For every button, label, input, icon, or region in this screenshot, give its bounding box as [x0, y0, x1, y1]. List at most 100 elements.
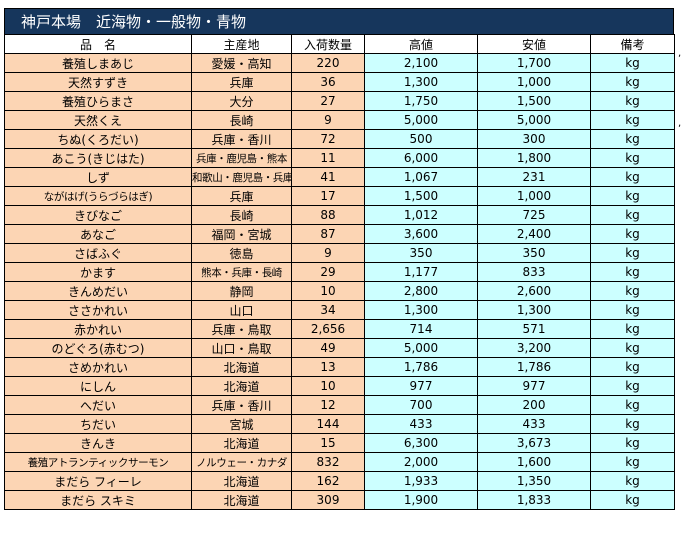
table-row: さめかれい 北海道 13 1,786 1,786 kg	[4, 357, 675, 377]
cell-origin: 福岡・宮城	[191, 224, 292, 244]
table-row: 天然くえ 長崎 9 5,000 5,000 kg	[4, 110, 675, 130]
cell-qty: 88	[291, 205, 365, 225]
cell-origin: 愛媛・高知	[191, 53, 292, 73]
cell-origin: 熊本・兵庫・長崎	[191, 262, 292, 282]
cell-low: 1,500	[477, 91, 591, 111]
cell-low: 3,200	[477, 338, 591, 358]
cell-high: 1,300	[364, 72, 478, 92]
cell-unit: kg	[590, 395, 675, 415]
cell-high: 1,177	[364, 262, 478, 282]
cell-name: しず	[4, 167, 192, 187]
price-sheet: 神戸本場 近海物・一般物・青物 品 名 主産地 入荷数量 高値 安値 備考 養殖…	[4, 8, 675, 510]
table-row: まだら スキミ 北海道 309 1,900 1,833 kg	[4, 490, 675, 510]
table-row: のどぐろ(赤むつ) 山口・鳥取 49 5,000 3,200 kg	[4, 338, 675, 358]
cell-unit: kg	[590, 262, 675, 282]
cell-name: あこう(きじはた)	[4, 148, 192, 168]
cell-high: 1,500	[364, 186, 478, 206]
table-row: まだら フィーレ 北海道 162 1,933 1,350 kg	[4, 471, 675, 491]
cell-name: きんき	[4, 433, 192, 453]
cell-name: へだい	[4, 395, 192, 415]
cell-origin: 静岡	[191, 281, 292, 301]
cell-origin: 長崎	[191, 205, 292, 225]
cell-unit: kg	[590, 91, 675, 111]
cell-qty: 309	[291, 490, 365, 510]
table-row: きびなご 長崎 88 1,012 725 kg	[4, 205, 675, 225]
cell-name: のどぐろ(赤むつ)	[4, 338, 192, 358]
cell-origin: 北海道	[191, 490, 292, 510]
cell-low: 200	[477, 395, 591, 415]
header-high: 高値	[364, 34, 478, 54]
cell-unit: kg	[590, 471, 675, 491]
cell-unit: kg	[590, 148, 675, 168]
cell-qty: 2,656	[291, 319, 365, 339]
table-row: ちだい 宮城 144 433 433 kg	[4, 414, 675, 434]
cell-origin: 兵庫・鳥取	[191, 319, 292, 339]
cell-origin: ノルウェー・カナダ	[191, 452, 292, 472]
table-row: 天然すずき 兵庫 36 1,300 1,000 kg	[4, 72, 675, 92]
cell-low: 350	[477, 243, 591, 263]
header-row: 品 名 主産地 入荷数量 高値 安値 備考	[4, 34, 675, 54]
cell-name: かます	[4, 262, 192, 282]
cell-unit: kg	[590, 243, 675, 263]
sheet-title: 神戸本場 近海物・一般物・青物	[4, 8, 674, 34]
cell-qty: 10	[291, 281, 365, 301]
cell-origin: 兵庫・香川	[191, 129, 292, 149]
cell-origin: 大分	[191, 91, 292, 111]
cell-low: 3,673	[477, 433, 591, 453]
cell-unit: kg	[590, 53, 675, 73]
cell-high: 433	[364, 414, 478, 434]
cell-low: 300	[477, 129, 591, 149]
cell-unit: kg	[590, 72, 675, 92]
cell-low: 1,350	[477, 471, 591, 491]
cell-unit: kg	[590, 281, 675, 301]
cell-origin: 宮城	[191, 414, 292, 434]
cell-high: 350	[364, 243, 478, 263]
cell-name: きびなご	[4, 205, 192, 225]
cell-qty: 36	[291, 72, 365, 92]
cell-high: 977	[364, 376, 478, 396]
header-qty: 入荷数量	[291, 34, 365, 54]
cell-low: 1,000	[477, 186, 591, 206]
table-row: ちぬ(くろだい) 兵庫・香川 72 500 300 kg	[4, 129, 675, 149]
cell-high: 1,933	[364, 471, 478, 491]
header-name: 品 名	[4, 34, 192, 54]
cell-name: 天然すずき	[4, 72, 192, 92]
cell-origin: 山口・鳥取	[191, 338, 292, 358]
cell-name: ちだい	[4, 414, 192, 434]
cell-qty: 41	[291, 167, 365, 187]
cell-qty: 72	[291, 129, 365, 149]
cell-qty: 29	[291, 262, 365, 282]
cell-low: 1,700	[477, 53, 591, 73]
cell-qty: 144	[291, 414, 365, 434]
cell-name: さばふぐ	[4, 243, 192, 263]
cell-origin: 長崎	[191, 110, 292, 130]
cell-origin: 北海道	[191, 376, 292, 396]
margin-mark-top: ,	[678, 48, 682, 59]
cell-qty: 9	[291, 243, 365, 263]
cell-high: 5,000	[364, 110, 478, 130]
cell-unit: kg	[590, 319, 675, 339]
cell-qty: 12	[291, 395, 365, 415]
table-row: 養殖しまあじ 愛媛・高知 220 2,100 1,700 kg	[4, 53, 675, 73]
cell-high: 714	[364, 319, 478, 339]
cell-name: 天然くえ	[4, 110, 192, 130]
cell-low: 5,000	[477, 110, 591, 130]
cell-unit: kg	[590, 205, 675, 225]
cell-origin: 兵庫・香川	[191, 395, 292, 415]
cell-low: 725	[477, 205, 591, 225]
cell-low: 2,600	[477, 281, 591, 301]
cell-name: まだら スキミ	[4, 490, 192, 510]
cell-name: ささかれい	[4, 300, 192, 320]
cell-qty: 34	[291, 300, 365, 320]
cell-qty: 10	[291, 376, 365, 396]
cell-origin: 兵庫	[191, 186, 292, 206]
cell-unit: kg	[590, 433, 675, 453]
cell-low: 1,786	[477, 357, 591, 377]
cell-high: 2,800	[364, 281, 478, 301]
cell-origin: 北海道	[191, 433, 292, 453]
cell-name: ながはげ(うらづらはぎ)	[4, 186, 192, 206]
cell-name: ちぬ(くろだい)	[4, 129, 192, 149]
cell-high: 1,786	[364, 357, 478, 377]
cell-qty: 162	[291, 471, 365, 491]
price-table: 品 名 主産地 入荷数量 高値 安値 備考 養殖しまあじ 愛媛・高知 220 2,10…	[4, 34, 675, 510]
